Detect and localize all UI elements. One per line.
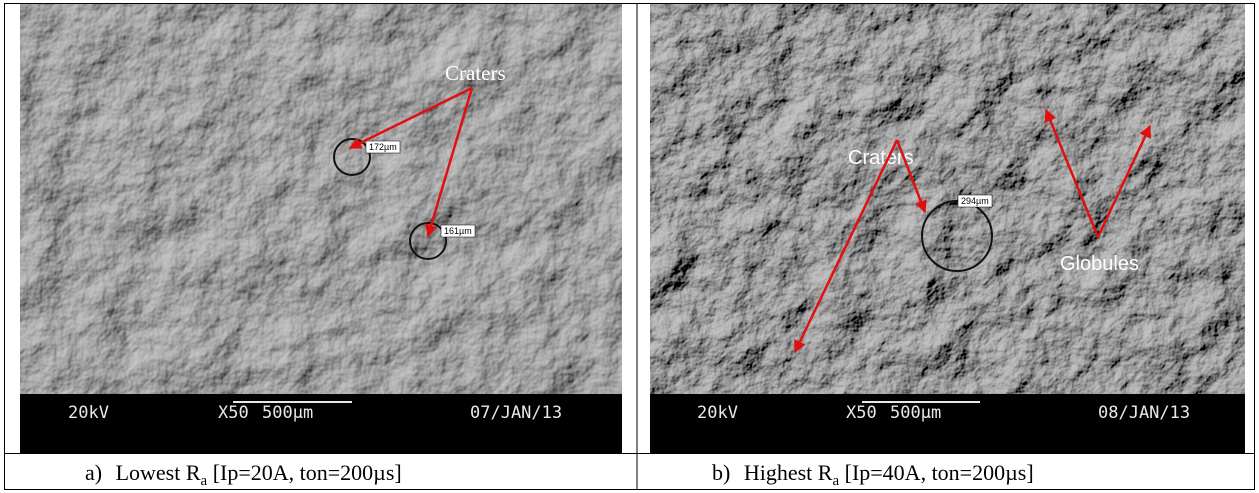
info-magnification: X50 [218,403,249,423]
sem-image [650,4,1245,395]
info-voltage: 20kV [68,403,109,423]
measure-label: 161µm [444,226,472,236]
caption-label: a) [85,460,102,485]
caption-params: [Ip=40A, ton=200µs] [845,460,1034,485]
figure: 172µm 161µm Craters 20kV X50 500µm 07/JA… [0,0,1259,493]
panel-b: 294µm Craters Globules 20kV X50 500µm 08… [650,4,1245,490]
caption-text: Lowest R [116,460,201,485]
annotation: Globules [1060,253,1139,275]
measure-label: 172µm [369,142,397,152]
info-date: 08/JAN/13 [1098,403,1190,423]
caption-subscript: a [832,473,839,489]
measure-label: 294µm [961,196,989,206]
annotation: Craters [445,61,506,85]
sem-image [20,4,622,395]
caption: a) Lowest Ra [Ip=20A, ton=200µs] [85,460,402,490]
caption: b) Highest Ra [Ip=40A, ton=200µs] [712,460,1034,490]
caption-label: b) [712,460,730,485]
info-scale: 500µm [262,403,313,423]
panel-a: 172µm 161µm Craters 20kV X50 500µm 07/JA… [20,4,622,490]
caption-subscript: a [201,473,208,489]
info-scale: 500µm [890,403,941,423]
info-magnification: X50 [846,403,877,423]
info-date: 07/JAN/13 [470,403,562,423]
info-voltage: 20kV [697,403,738,423]
caption-text: Highest R [744,460,833,485]
caption-params: [Ip=20A, ton=200µs] [213,460,402,485]
